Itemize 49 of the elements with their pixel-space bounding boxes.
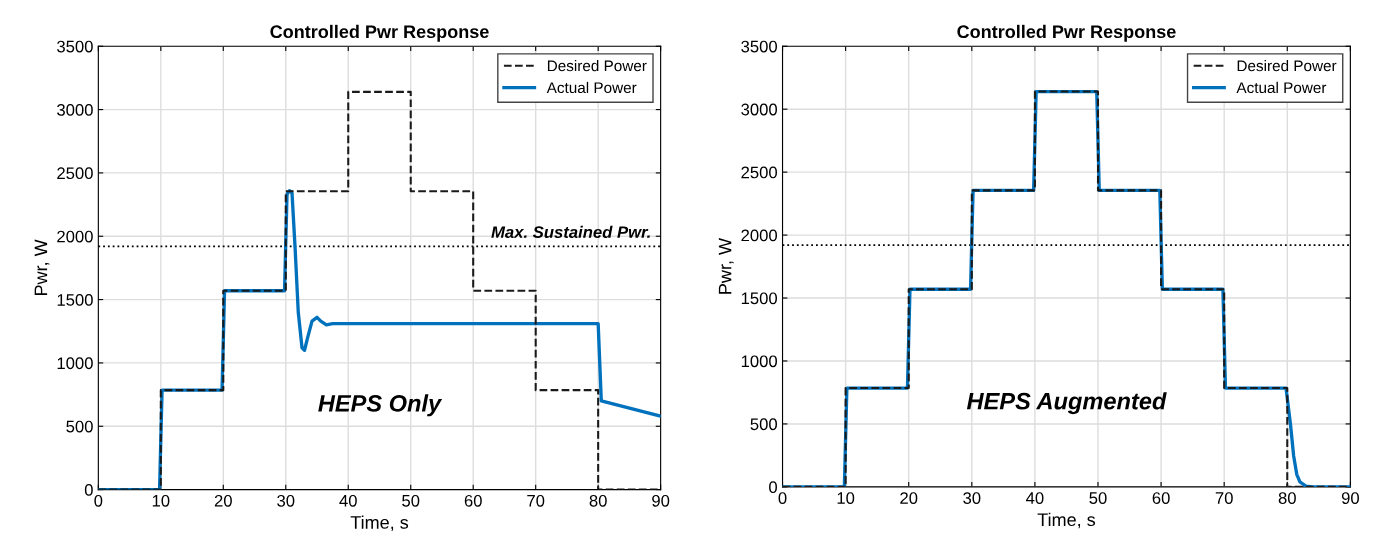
x-tick-label: 50 [402, 494, 420, 507]
x-tick-label: 0 [94, 494, 103, 507]
y-axis-title: Pwr, W [718, 238, 734, 294]
y-tick-label: 1000 [741, 355, 778, 368]
y-tick-label: 3500 [741, 40, 778, 53]
x-tick-label: 10 [837, 492, 855, 504]
y-tick-label: 2000 [741, 229, 778, 242]
y-tick-label: 500 [66, 420, 93, 433]
y-tick-label: 0 [769, 481, 778, 494]
x-axis-title: Time, s [1037, 512, 1096, 529]
x-axis-title: Time, s [350, 515, 409, 531]
chart-title: Controlled Pwr Response [270, 24, 489, 42]
y-tick-label: 500 [750, 418, 778, 431]
y-tick-label: 0 [84, 484, 93, 496]
y-tick-label: 3000 [741, 103, 778, 116]
legend-label: Actual Power [1236, 81, 1327, 94]
chart-title: Controlled Pwr Response [957, 24, 1176, 42]
x-tick-label: 90 [652, 494, 670, 507]
legend-label: Desired Power [1237, 59, 1337, 72]
ref-line-label: Max. Sustained Pwr. [491, 225, 650, 239]
x-tick-label: 0 [778, 492, 787, 504]
x-tick-label: 60 [1152, 492, 1170, 504]
y-axis-title: Pwr, W [34, 239, 50, 296]
y-tick-label: 1500 [57, 293, 93, 306]
y-tick-label: 2500 [57, 167, 93, 180]
legend-label: Actual Power [546, 81, 637, 94]
x-tick-label: 40 [1026, 492, 1044, 504]
x-tick-label: 30 [963, 492, 981, 504]
x-tick-label: 70 [1215, 492, 1233, 504]
x-tick-label: 80 [1278, 492, 1296, 504]
x-tick-label: 80 [589, 494, 607, 507]
y-tick-label: 2500 [741, 166, 778, 179]
x-tick-label: 70 [527, 494, 545, 507]
x-tick-label: 30 [277, 494, 295, 507]
x-tick-label: 60 [464, 494, 482, 507]
x-tick-label: 90 [1341, 492, 1359, 504]
x-tick-label: 20 [900, 492, 918, 504]
legend-label: Desired Power [547, 59, 647, 72]
x-tick-label: 20 [214, 494, 232, 507]
annotation: HEPS Augmented [966, 392, 1167, 415]
x-tick-label: 40 [339, 494, 357, 507]
annotation: HEPS Only [318, 394, 443, 417]
y-tick-label: 1500 [741, 292, 778, 305]
y-tick-label: 3500 [57, 40, 93, 53]
y-tick-label: 3000 [57, 103, 93, 116]
x-tick-label: 50 [1089, 492, 1107, 504]
y-tick-label: 2000 [57, 230, 93, 243]
x-tick-label: 10 [152, 494, 170, 507]
y-tick-label: 1000 [57, 357, 93, 370]
